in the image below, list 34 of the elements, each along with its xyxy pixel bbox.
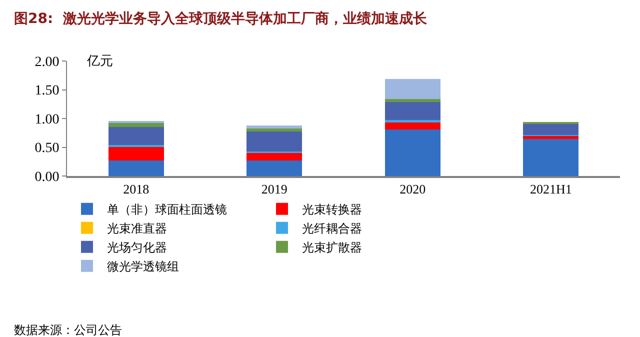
- bar: [246, 132, 302, 152]
- bar: [384, 120, 440, 123]
- legend-label: 单（非）球面柱面透镜: [107, 202, 227, 217]
- bar: [246, 125, 302, 128]
- bar: [108, 146, 164, 160]
- bar: [108, 160, 164, 176]
- bar: [108, 127, 164, 145]
- x-tick-label: 2018: [123, 181, 150, 196]
- x-tick-label: 2021H1: [530, 181, 572, 196]
- legend-label: 光场匀化器: [107, 240, 167, 255]
- chart-title: 图28: 激光光学业务导入全球顶级半导体加工厂商，业绩加速成长: [14, 10, 428, 27]
- y-tick-label: 1.00: [34, 112, 60, 128]
- bar: [384, 102, 440, 120]
- legend-label: 光束转换器: [302, 202, 362, 217]
- y-tick-label: 2.00: [34, 54, 60, 70]
- source-note: 数据来源：公司公告: [14, 323, 122, 337]
- legend-label: 光束准直器: [107, 222, 167, 236]
- bar: [384, 129, 440, 176]
- bar: [384, 78, 440, 99]
- x-tick-label: 2019: [261, 181, 288, 196]
- bar: [246, 160, 302, 176]
- legend-label: 微光学透镜组: [107, 260, 179, 274]
- y-axis-title: 亿元: [86, 54, 113, 69]
- y-tick-label: 0.50: [34, 141, 60, 156]
- y-tick-label: 1.50: [34, 84, 60, 99]
- bar: [523, 139, 579, 176]
- legend-label: 光纤耦合器: [302, 222, 362, 236]
- bar: [246, 153, 302, 160]
- bar: [384, 98, 440, 102]
- bar: [523, 124, 579, 136]
- legend-label: 光束扩散器: [302, 240, 362, 255]
- bar: [384, 122, 440, 130]
- x-tick-label: 2020: [400, 181, 426, 196]
- y-tick-label: 0.00: [34, 170, 60, 185]
